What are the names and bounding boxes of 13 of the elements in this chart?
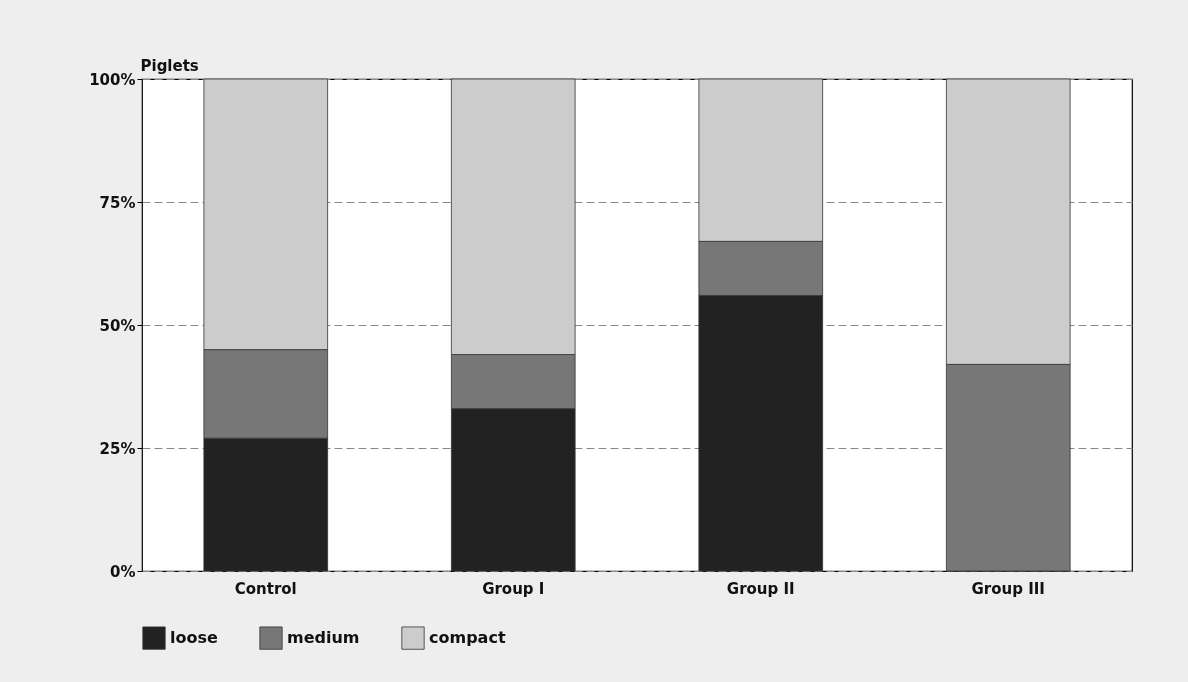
legend-label: compact bbox=[429, 628, 506, 648]
x-tick-label: Group II bbox=[726, 579, 795, 598]
legend-label: loose bbox=[170, 628, 218, 648]
x-tick-label: Group I bbox=[482, 579, 545, 598]
y-axis-title: Piglets bbox=[140, 56, 199, 75]
y-tick-label: 100% bbox=[89, 70, 136, 89]
y-tick-label: 50% bbox=[99, 316, 136, 335]
x-tick-label: Control bbox=[234, 579, 297, 598]
y-tick-label: 0% bbox=[110, 562, 136, 581]
y-tick-label: 75% bbox=[99, 193, 136, 212]
x-tick-label: Group III bbox=[971, 579, 1045, 598]
legend-label: medium bbox=[287, 628, 360, 648]
y-tick-label: 25% bbox=[99, 439, 136, 458]
